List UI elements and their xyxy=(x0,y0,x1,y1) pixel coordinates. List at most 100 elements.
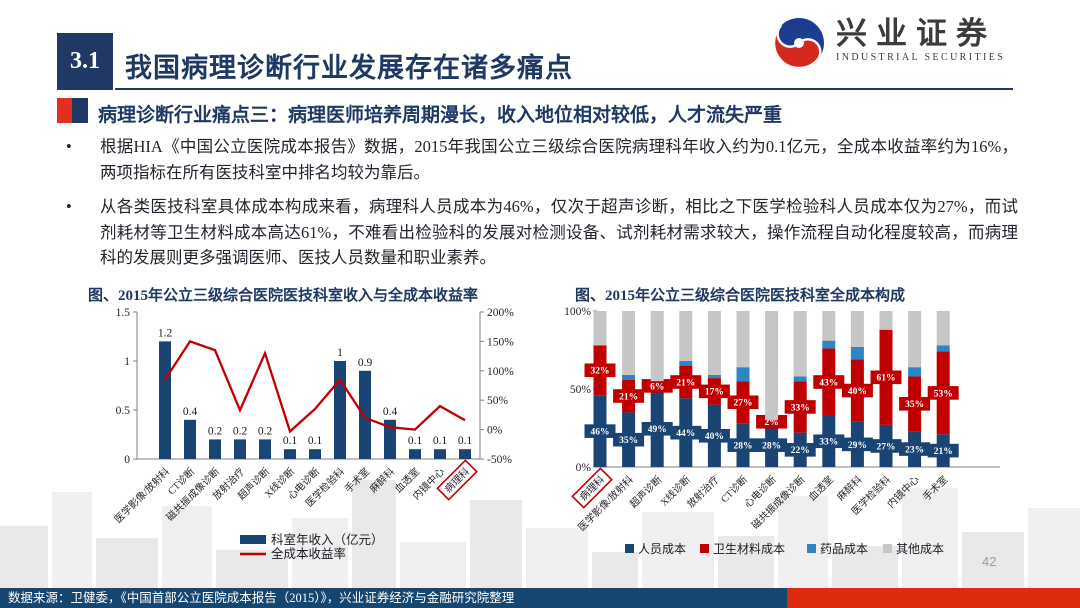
bar-value-label: 0.2 xyxy=(233,425,248,437)
bar-value-label: 0.2 xyxy=(208,425,223,437)
segment-label-box xyxy=(927,443,959,458)
footer-bar: 数据来源：卫健委，《中国首部公立医院成本报告（2015）》，兴业证券经济与金融研… xyxy=(0,588,1080,608)
bar-value-label: 0.4 xyxy=(183,406,198,418)
bar xyxy=(459,449,471,459)
skyline-building xyxy=(216,550,288,588)
bar-value-label: 0.4 xyxy=(383,406,398,418)
skyline-building xyxy=(0,526,48,588)
y-axis-tick-left: 0 xyxy=(124,454,130,466)
segment-label: 33% xyxy=(791,403,810,413)
legend-swatch xyxy=(700,544,709,553)
stack-segment xyxy=(822,340,836,349)
highlight-box xyxy=(571,467,613,509)
y-axis-tick-left: 1.5 xyxy=(116,307,131,319)
footer-bar-red xyxy=(787,588,1080,608)
bar xyxy=(184,419,196,459)
bar xyxy=(234,439,246,459)
bar xyxy=(359,370,371,459)
segment-label-box xyxy=(670,425,702,440)
legend-swatch xyxy=(883,544,892,553)
segment-label: 53% xyxy=(934,389,953,399)
bar-value-label: 1.2 xyxy=(158,327,173,339)
title-divider xyxy=(115,88,1013,90)
bar xyxy=(434,449,446,459)
stack-segment xyxy=(707,311,721,375)
category-label: 医学影像/放射科 xyxy=(111,465,172,526)
left-combo-chart: 0 0.5 1 1.5 -50% 0% 50% 100% 150% 200% 1.2 医学影像/放射科… xyxy=(111,307,514,561)
bar xyxy=(309,449,321,459)
stack-segment xyxy=(908,367,922,377)
y-axis-tick: 0% xyxy=(576,462,592,474)
segment-label: 28% xyxy=(762,442,781,452)
category-label: 手术室 xyxy=(920,473,950,503)
bullet-item-1: 根据HIA《中国公立医院成本报告》数据，2015年我国公立三级综合医院病理科年收… xyxy=(66,134,1018,185)
bar-value-label: 1 xyxy=(337,347,343,359)
segment-label: 33% xyxy=(819,438,838,448)
skyline-watermark xyxy=(0,448,1080,588)
segment-label: 27% xyxy=(734,399,753,409)
category-label: 放射治疗 xyxy=(684,473,721,510)
skyline-building xyxy=(292,518,348,588)
segment-label-box xyxy=(870,439,902,453)
highlight-box xyxy=(436,459,478,501)
bar xyxy=(334,361,346,459)
left-chart-title: 图、2015年公立三级综合医院医技科室收入与全成本收益率 xyxy=(88,288,479,304)
stack-segment xyxy=(879,311,893,330)
bar-value-label: 0.1 xyxy=(308,435,323,447)
y-axis-tick-left: 1 xyxy=(124,356,130,368)
legend-label: 其他成本 xyxy=(896,542,944,556)
segment-label: 32% xyxy=(591,367,610,377)
y-axis-tick-right: 0% xyxy=(487,425,503,437)
segment-label: 35% xyxy=(619,436,638,446)
segment-label: 40% xyxy=(848,387,867,397)
segment-label: 22% xyxy=(791,446,810,456)
legend-swatch-bar xyxy=(240,535,266,544)
stack-segment xyxy=(793,376,807,382)
bar-value-label: 0.1 xyxy=(458,435,473,447)
stack-segment xyxy=(650,311,664,382)
segment-label-box xyxy=(613,389,645,403)
bar-value-label: 0.1 xyxy=(283,435,298,447)
y-axis-tick: 100% xyxy=(564,306,591,318)
legend-label-line: 全成本收益率 xyxy=(271,546,346,561)
section-number-badge: 3.1 xyxy=(57,33,113,90)
y-axis-tick-right: -50% xyxy=(487,454,512,466)
skyline-building xyxy=(778,496,828,588)
bar-value-label: 0.2 xyxy=(258,425,273,437)
stack-segment xyxy=(822,311,836,341)
stack-segment xyxy=(622,374,636,380)
skyline-building xyxy=(1028,508,1080,588)
segment-label: 6% xyxy=(650,382,664,392)
stack-segment xyxy=(622,311,636,375)
skyline-building xyxy=(526,528,588,588)
bar-value-label: 0.9 xyxy=(358,357,373,369)
segment-label-box xyxy=(927,386,959,400)
brand-name-cn: 兴业证券 xyxy=(836,16,996,51)
legend-swatch xyxy=(625,544,634,553)
stack-segment xyxy=(736,367,750,382)
stack-segment xyxy=(707,374,721,379)
stack-segment xyxy=(736,311,750,368)
segment-label-box xyxy=(813,434,845,449)
segment-label: 17% xyxy=(705,388,724,398)
stack-segment xyxy=(765,311,779,421)
segment-label: 28% xyxy=(734,442,753,452)
subtitle-bullet-red xyxy=(57,98,72,123)
segment-label-box xyxy=(841,437,873,452)
stack-segment xyxy=(850,311,864,347)
stack-segment xyxy=(850,346,864,360)
subtitle: 病理诊断行业痛点三：病理医师培养周期漫长，收入地位相对较低，人才流失严重 xyxy=(98,105,783,126)
legend-swatch xyxy=(807,544,816,553)
segment-label-box xyxy=(613,432,645,447)
footer-bar-blue: 数据来源：卫健委，《中国首部公立医院成本报告（2015）》，兴业证券经济与金融研… xyxy=(0,588,787,608)
brand-logo-text: 兴业证券 INDUSTRIAL SECURITIES xyxy=(836,14,1005,63)
bullet-item-2: 从各类医技科室具体成本构成来看，病理科人员成本为46%，仅次于超声诊断，相比之下… xyxy=(66,194,1018,271)
stack-segment xyxy=(936,345,950,352)
brand-swirl-icon xyxy=(772,18,824,70)
segment-label-box xyxy=(784,400,816,414)
segment-label-box xyxy=(670,375,702,389)
segment-label-box xyxy=(841,383,873,398)
bar xyxy=(384,419,396,459)
segment-label-box xyxy=(584,363,616,378)
